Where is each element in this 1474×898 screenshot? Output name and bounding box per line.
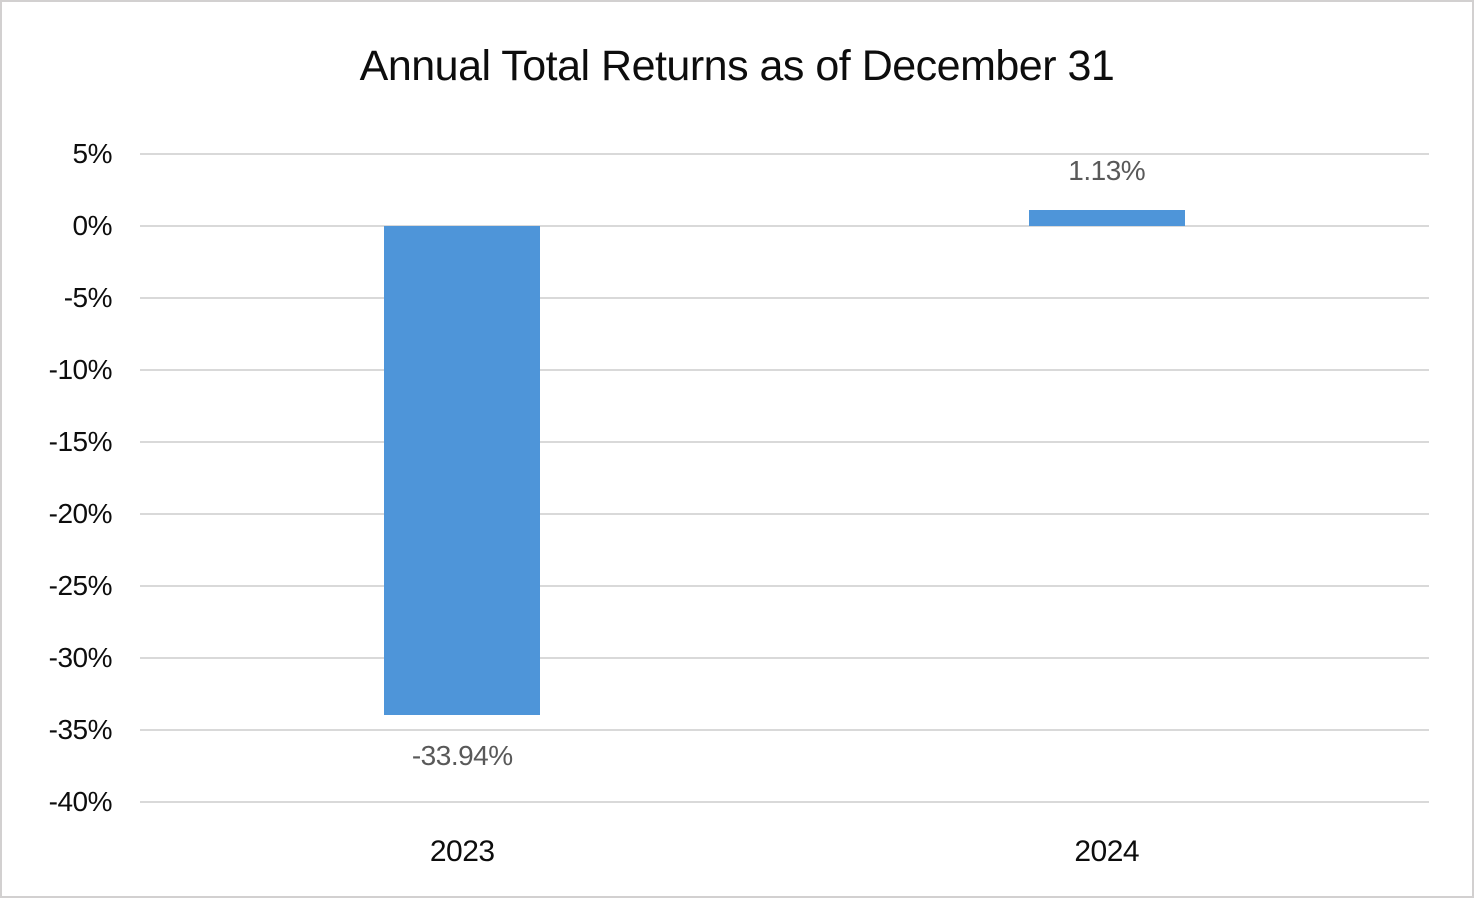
gridline: [140, 369, 1429, 371]
y-axis-tick-label: -25%: [48, 570, 113, 601]
x-axis-category-label-2024: 2024: [1074, 835, 1140, 868]
chart-title: Annual Total Returns as of December 31: [359, 42, 1115, 90]
data-label-2023: -33.94%: [411, 739, 513, 771]
bar-2024: [1028, 209, 1185, 226]
bar-2023: [384, 226, 541, 715]
gridline: [140, 441, 1429, 443]
gridline: [140, 153, 1429, 155]
gridline: [140, 729, 1429, 731]
gridline: [140, 585, 1429, 587]
y-axis-tick-label: -10%: [48, 354, 113, 385]
gridline: [140, 801, 1429, 803]
y-axis-tick-label: -35%: [48, 714, 113, 745]
y-axis-tick-label: -15%: [48, 426, 113, 457]
y-axis-tick-label: -40%: [48, 786, 113, 817]
y-axis-tick-label: -30%: [48, 642, 113, 673]
y-axis-tick-label: -20%: [48, 498, 113, 529]
y-axis-tick-label: 0%: [72, 210, 113, 241]
data-label-2024: 1.13%: [1068, 154, 1146, 186]
gridline: [140, 657, 1429, 659]
y-axis-tick-label: 5%: [72, 138, 113, 169]
x-axis-category-label-2023: 2023: [429, 835, 495, 868]
gridline: [140, 513, 1429, 515]
gridline: [140, 297, 1429, 299]
gridline: [140, 225, 1429, 227]
y-axis-tick-label: -5%: [63, 282, 113, 313]
